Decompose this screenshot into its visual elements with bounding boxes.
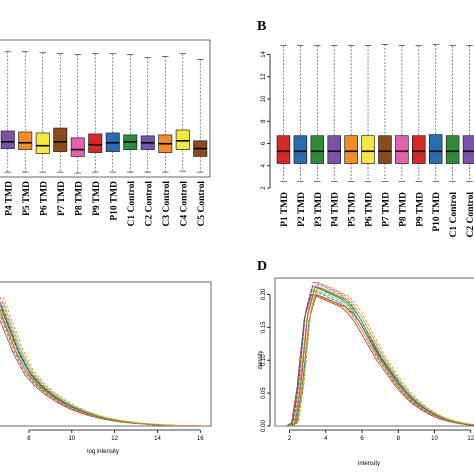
- x-tick-label: 10: [431, 436, 438, 442]
- density-curve: [276, 281, 474, 426]
- category-label: P8 TMD: [74, 181, 84, 216]
- box-p2-tmd: [293, 135, 308, 164]
- box-p6-tmd: [35, 132, 50, 154]
- x-tick-label: 8: [397, 436, 401, 442]
- category-label: C1 Control: [127, 181, 137, 227]
- panel-d-density: D intensity density 2 4 6 8 10 12 0.00 0.05 0.10…: [257, 259, 474, 467]
- x-tick-label: 4: [324, 436, 328, 442]
- density-curve: [275, 294, 474, 426]
- category-label: C4 Control: [179, 181, 189, 227]
- y-tick-label: 6: [261, 141, 267, 145]
- panel-d-letter: D: [257, 259, 267, 274]
- panel-a-boxplot: P4 TMD P5 TMD P6 TMD P7 TMD P8 TMD P9 TMD P10 …: [0, 39, 211, 227]
- y-tick-label: 10: [261, 95, 267, 102]
- y-tick-label: 12: [261, 73, 267, 80]
- category-label: P10 TMD: [109, 181, 119, 221]
- category-label: P1 TMD: [280, 192, 290, 227]
- box-p1-tmd: [276, 135, 291, 164]
- category-label: C2 Control: [466, 192, 474, 238]
- category-label: P9 TMD: [415, 192, 425, 227]
- category-label: P4 TMD: [4, 181, 14, 216]
- density-curve: [0, 314, 197, 426]
- category-label: P7 TMD: [381, 192, 391, 227]
- category-label: C2 Control: [144, 181, 154, 227]
- y-tick-label: 8: [261, 119, 267, 123]
- x-tick-label: 14: [154, 436, 161, 442]
- category-label: P2 TMD: [297, 192, 307, 227]
- y-tick-label: 0.10: [261, 354, 267, 366]
- density-curve: [278, 281, 474, 426]
- panel-b-boxplot: B P1 TMD P2 TMD P3 TMD P4 TMD P5 TMD P6 TMD P7…: [257, 19, 474, 237]
- y-tick-label: 0.20: [261, 288, 267, 300]
- x-tick-label: 2: [288, 436, 292, 442]
- category-label: C3 Control: [162, 181, 172, 227]
- box-c1-control: [445, 135, 460, 164]
- x-tick-label: 6: [360, 436, 364, 442]
- category-label: P5 TMD: [22, 181, 32, 216]
- density-curve: [0, 301, 201, 426]
- box-p7-tmd: [53, 127, 68, 152]
- density-lines: [0, 296, 205, 426]
- box-p3-tmd: [310, 135, 325, 164]
- x-tick-label: 8: [27, 436, 31, 442]
- box-c2-control: [462, 135, 474, 164]
- y-tick-label: 0.15: [261, 321, 267, 333]
- panel-d-ylabel: density: [258, 350, 264, 369]
- density-curve: [1, 304, 203, 426]
- box-p7-tmd: [378, 135, 392, 164]
- box-p6-tmd: [361, 135, 375, 164]
- y-tick-label: 4: [261, 163, 267, 167]
- density-curve: [275, 290, 474, 426]
- box-p5-tmd: [344, 135, 358, 164]
- x-tick-label: 10: [68, 436, 75, 442]
- category-label: P4 TMD: [331, 192, 341, 227]
- panel-b-letter: B: [257, 19, 266, 34]
- panel-c-xlabel: log intensity: [87, 449, 119, 455]
- category-label: P8 TMD: [398, 192, 408, 227]
- category-label: P5 TMD: [348, 192, 358, 227]
- density-lines: [275, 281, 474, 426]
- x-tick-label: 16: [197, 436, 204, 442]
- y-tick-label: 14: [261, 50, 267, 57]
- box-p4-tmd: [327, 135, 341, 164]
- y-tick-label: 0.05: [261, 387, 267, 399]
- box-p8-tmd: [70, 137, 85, 157]
- box-p8-tmd: [395, 135, 409, 164]
- panel-a-frame: [0, 39, 211, 178]
- box-p9-tmd: [88, 133, 103, 153]
- panel-d-xlabel: intensity: [358, 461, 380, 467]
- box-p9-tmd: [412, 135, 426, 164]
- density-curve: [2, 300, 204, 426]
- category-label: C5 Control: [197, 181, 207, 227]
- density-curve: [2, 296, 205, 426]
- category-label: P10 TMD: [432, 192, 442, 232]
- category-label: P3 TMD: [314, 192, 324, 227]
- y-tick-label: 0.00: [261, 420, 267, 432]
- x-tick-label: 12: [467, 436, 474, 442]
- density-curve: [0, 319, 197, 426]
- box-p5-tmd: [18, 131, 33, 150]
- density-curve: [0, 296, 202, 426]
- box-p4-tmd: [0, 130, 15, 149]
- category-label: P6 TMD: [39, 181, 49, 216]
- y-tick-label: 2: [261, 186, 267, 190]
- category-label: C1 Control: [449, 192, 459, 238]
- category-label: P9 TMD: [92, 181, 102, 216]
- plot-frame: [274, 277, 474, 427]
- x-tick-label: 12: [111, 436, 118, 442]
- density-curve: [0, 308, 198, 426]
- density-curve: [0, 303, 199, 426]
- plot-frame: [0, 281, 212, 427]
- density-curve: [0, 306, 200, 426]
- panel-c-density: log intensity 8 10 12 14 16: [0, 281, 212, 455]
- density-curve: [0, 307, 203, 426]
- category-label: P7 TMD: [57, 181, 67, 216]
- box-p10-tmd: [428, 134, 443, 164]
- category-label: P6 TMD: [365, 192, 375, 227]
- box-c4-control: [175, 129, 190, 150]
